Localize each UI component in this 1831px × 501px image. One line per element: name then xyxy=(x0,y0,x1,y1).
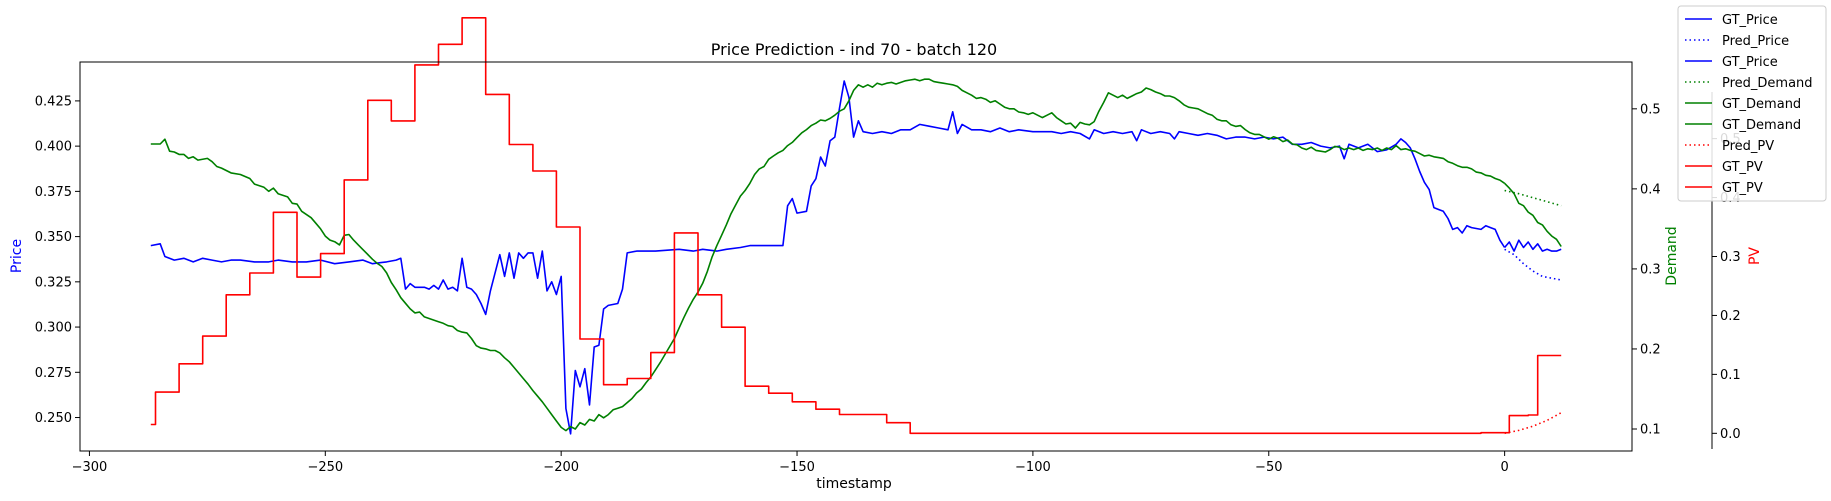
demand-tick-label: 0.2 xyxy=(1640,342,1661,357)
price-tick-label: 0.325 xyxy=(35,275,72,290)
x-axis-label: timestamp xyxy=(816,476,892,492)
demand-axis: 0.1 0.2 0.3 0.4 0.5 xyxy=(1632,102,1661,437)
legend-label: GT_Demand xyxy=(1722,97,1801,112)
legend-label: GT_PV xyxy=(1722,181,1763,196)
series-line-gt-demand-4 xyxy=(1504,182,1562,247)
price-tick-label: 0.400 xyxy=(35,140,72,155)
x-axis: −300 −250 −200 −150 −100 −50 0 xyxy=(72,451,1509,475)
pv-tick-label: 0.1 xyxy=(1720,368,1741,383)
series-line-gt-price-0 xyxy=(150,80,1506,435)
legend-label: GT_PV xyxy=(1722,160,1763,175)
price-tick-label: 0.250 xyxy=(35,411,72,426)
x-tick-label: −150 xyxy=(779,460,815,475)
x-tick-label: −250 xyxy=(307,460,343,475)
legend: GT_Price Pred_Price GT_Price Pred_Demand GT_… xyxy=(1677,5,1827,202)
pv-tick-label: 0.2 xyxy=(1720,309,1741,324)
x-tick-label: −200 xyxy=(543,460,579,475)
legend-label: GT_Price xyxy=(1722,13,1778,28)
legend-label: GT_Demand xyxy=(1722,118,1801,133)
pv-tick-label: 0.0 xyxy=(1720,427,1741,442)
demand-tick-label: 0.4 xyxy=(1640,182,1661,197)
series-line-gt-price-1 xyxy=(1503,239,1562,252)
price-tick-label: 0.350 xyxy=(35,230,72,245)
series-line-gt-pv-6 xyxy=(150,16,1505,435)
price-tick-label: 0.275 xyxy=(35,366,72,381)
plot-frame xyxy=(79,61,1633,452)
legend-label: Pred_Price xyxy=(1722,34,1789,49)
series-line-pred-pv-8 xyxy=(1504,411,1562,435)
x-tick-label: −100 xyxy=(1015,460,1051,475)
price-tick-label: 0.300 xyxy=(35,321,72,336)
demand-axis-label: Demand xyxy=(1664,226,1680,285)
series-line-gt-demand-3 xyxy=(150,78,1506,432)
price-tick-label: 0.375 xyxy=(35,185,72,200)
series-line-pred-demand-5 xyxy=(1504,189,1562,207)
x-tick-label: −50 xyxy=(1255,460,1282,475)
x-tick-label: −300 xyxy=(72,460,108,475)
demand-tick-label: 0.5 xyxy=(1640,102,1661,117)
price-tick-label: 0.425 xyxy=(35,94,72,109)
price-axis: 0.250 0.275 0.300 0.325 0.350 0.375 0.400 0.425 xyxy=(35,94,80,426)
legend-label: GT_Price xyxy=(1722,55,1778,70)
x-tick-label: 0 xyxy=(1500,460,1508,475)
series-line-gt-pv-7 xyxy=(1504,354,1562,434)
price-axis-label: Price xyxy=(9,239,25,273)
legend-label: Pred_PV xyxy=(1722,139,1774,154)
pv-tick-label: 0.3 xyxy=(1720,250,1741,265)
legend-box xyxy=(1677,5,1827,202)
pv-axis-label: PV xyxy=(1747,247,1763,265)
demand-tick-label: 0.3 xyxy=(1640,262,1661,277)
legend-label: Pred_Demand xyxy=(1722,76,1813,91)
plot-area xyxy=(150,16,1562,435)
demand-tick-label: 0.1 xyxy=(1640,422,1661,437)
chart-title: Price Prediction - ind 70 - batch 120 xyxy=(711,40,997,59)
